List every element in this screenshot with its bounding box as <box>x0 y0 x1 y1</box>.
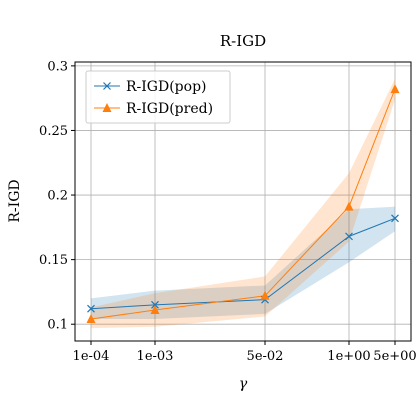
legend: R-IGD(pop) R-IGD(pred) <box>85 70 231 124</box>
x-axis-label: γ <box>239 376 248 392</box>
marker-pred <box>150 305 160 314</box>
x-tick-label: 1e-04 <box>73 349 110 364</box>
legend-label-pop: R-IGD(pop) <box>126 79 207 95</box>
y-tick-label: 0.3 <box>47 59 68 74</box>
x-tick-label: 5e+00 <box>373 349 416 364</box>
marker-pred <box>260 290 270 300</box>
x-tick-label: 1e-03 <box>137 349 174 364</box>
y-tick-label: 0.15 <box>39 253 68 268</box>
plot-frame <box>74 61 412 342</box>
marker-pop <box>87 304 95 313</box>
band-pred <box>91 78 395 329</box>
y-tick-label: 0.1 <box>47 318 68 333</box>
chart-title: R-IGD <box>220 32 266 50</box>
series-markers <box>86 84 400 324</box>
legend-marker-pred <box>102 103 112 112</box>
confidence-bands <box>91 78 395 329</box>
y-tick-label: 0.25 <box>39 124 68 139</box>
marker-pred <box>390 84 400 94</box>
x-tick-label: 1e+00 <box>327 349 370 364</box>
band-pop <box>91 206 395 320</box>
marker-pop <box>391 214 399 223</box>
legend-marker-pop <box>103 82 111 90</box>
axis-ticks: 1e-04 1e-03 5e-02 1e+00 5e+00 0.1 0.15 0.2 0.25 0… <box>39 59 417 364</box>
marker-pred <box>344 201 354 211</box>
legend-label-pred: R-IGD(pred) <box>126 101 213 117</box>
marker-pop <box>345 232 353 241</box>
y-axis-label: R-IGD <box>7 179 23 222</box>
x-tick-label: 5e-02 <box>247 349 284 364</box>
marker-pred <box>86 314 96 324</box>
y-tick-label: 0.2 <box>47 189 68 204</box>
marker-pop <box>151 300 159 309</box>
legend-box <box>85 70 231 124</box>
